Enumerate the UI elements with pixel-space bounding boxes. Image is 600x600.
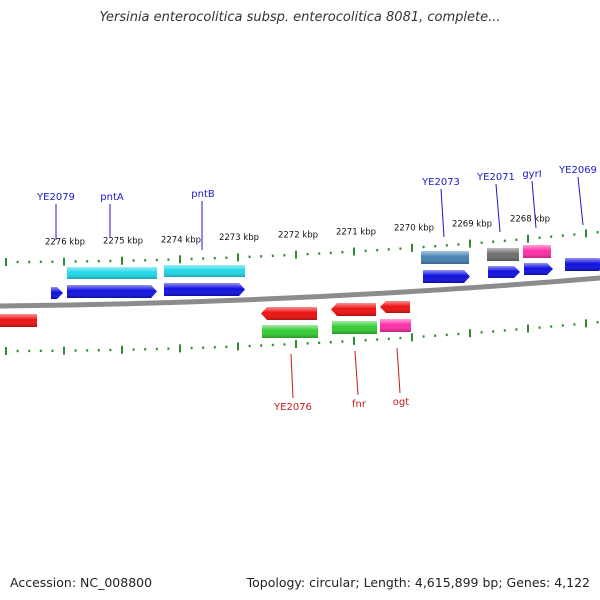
inner-scale-ticks <box>5 319 599 355</box>
forward-strand-gene[interactable] <box>423 270 470 283</box>
leader-line <box>495 183 501 233</box>
leader-line <box>440 188 445 238</box>
scale-labels: 2276 kbp 2275 kbp 2274 kbp 2273 kbp 2272 kbp… <box>45 215 550 248</box>
scale-label: 2270 kbp <box>394 224 434 234</box>
topology-text: Topology: circular; Length: 4,615,899 bp… <box>246 575 590 590</box>
gene-labels: YE2079 pntA pntB YE2073 YE2071 gyrI YE2069 YE20… <box>36 165 597 413</box>
scale-label: 2268 kbp <box>510 215 550 225</box>
forward-strand-gene[interactable] <box>421 251 469 264</box>
forward-strand-gene[interactable] <box>51 287 63 299</box>
forward-strand-gene[interactable] <box>67 267 157 279</box>
forward-strand-gene[interactable] <box>488 266 520 278</box>
gene-label[interactable]: fnr <box>352 399 367 410</box>
forward-strand-gene[interactable] <box>524 263 553 275</box>
forward-strand-gene[interactable] <box>67 285 157 298</box>
outer-scale-ticks <box>5 229 599 266</box>
scale-label: 2274 kbp <box>161 235 201 245</box>
scale-label: 2271 kbp <box>336 227 376 237</box>
gene-label[interactable]: pntA <box>100 192 124 203</box>
leader-line <box>396 347 401 394</box>
label-leader-lines <box>55 176 584 399</box>
scale-label: 2276 kbp <box>45 238 85 248</box>
gene-label[interactable]: YE2079 <box>36 192 75 203</box>
gene-label[interactable]: ogt <box>393 397 409 408</box>
reverse-strand-gene[interactable] <box>0 314 37 327</box>
reverse-strand-gene[interactable] <box>332 321 377 334</box>
reverse-strand-gene[interactable] <box>380 319 411 332</box>
leader-line <box>290 353 294 399</box>
scale-label: 2269 kbp <box>452 219 492 229</box>
leader-line <box>577 176 584 226</box>
scale-label: 2273 kbp <box>219 233 259 243</box>
gene-label[interactable]: gyrI <box>522 169 541 180</box>
gene-label[interactable]: YE2073 <box>421 177 460 188</box>
leader-line <box>354 350 359 396</box>
genome-backbone <box>0 275 600 309</box>
gene-features <box>0 245 600 338</box>
scale-label: 2272 kbp <box>278 231 318 241</box>
scale-label: 2275 kbp <box>103 237 143 247</box>
gene-label[interactable]: pntB <box>191 189 215 200</box>
map-title: Yersinia enterocolitica subsp. enterocol… <box>99 10 501 25</box>
reverse-strand-gene[interactable] <box>331 303 376 316</box>
accession-text: Accession: NC_008800 <box>10 575 153 590</box>
forward-strand-gene[interactable] <box>487 248 519 261</box>
forward-strand-gene[interactable] <box>164 283 245 296</box>
reverse-strand-gene[interactable] <box>380 301 410 313</box>
forward-strand-gene[interactable] <box>565 258 600 271</box>
reverse-strand-gene[interactable] <box>262 325 318 338</box>
reverse-strand-gene[interactable] <box>261 307 317 320</box>
gene-label[interactable]: YE2076 <box>273 402 312 413</box>
gene-label[interactable]: YE2071 <box>476 172 515 183</box>
leader-line <box>531 180 537 229</box>
forward-strand-gene[interactable] <box>164 265 245 277</box>
forward-strand-gene[interactable] <box>523 245 551 258</box>
gene-label[interactable]: YE2069 <box>558 165 597 176</box>
